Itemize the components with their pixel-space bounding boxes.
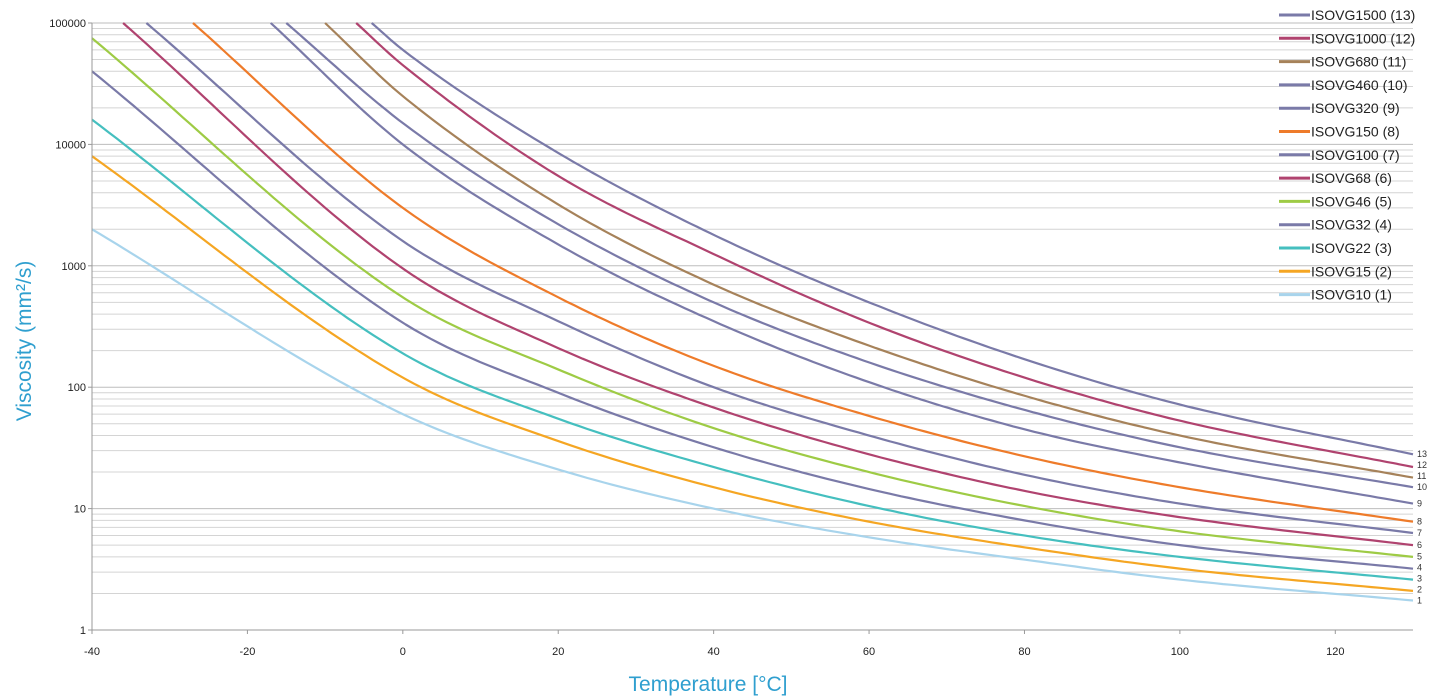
- x-tick-label: 20: [552, 646, 564, 658]
- series-line: [285, 22, 1414, 489]
- legend: ISOVG1500 (13) ISOVG1000 (12) ISOVG680 (11…: [1279, 7, 1415, 303]
- series-line: [355, 22, 1414, 469]
- series-end-label: 8: [1417, 517, 1422, 527]
- x-tick-label: 0: [400, 646, 406, 658]
- legend-entry: ISOVG68 (6): [1311, 170, 1392, 186]
- series-line: [91, 37, 1414, 558]
- series-line: [91, 118, 1414, 581]
- series-end-label: 4: [1417, 562, 1422, 572]
- x-tick-label: -20: [239, 646, 255, 658]
- y-tick-label: 10: [74, 504, 86, 516]
- legend-entry: ISOVG1000 (12): [1311, 30, 1415, 46]
- legend-entry: ISOVG150 (8): [1311, 124, 1400, 140]
- series-end-label: 2: [1417, 584, 1422, 594]
- legend-entry: ISOVG32 (4): [1311, 217, 1392, 233]
- x-axis-title: Temperature [°C]: [629, 673, 788, 696]
- series-line: [91, 228, 1414, 602]
- legend-entry: ISOVG680 (11): [1311, 54, 1406, 70]
- series-line: [269, 22, 1414, 505]
- series-end-label: 11: [1417, 471, 1426, 481]
- y-tick-label: 10000: [55, 139, 86, 151]
- y-tick-label: 1: [80, 625, 86, 637]
- y-tick-label: 100: [68, 382, 86, 394]
- series-line: [91, 70, 1414, 570]
- series-end-label: 5: [1417, 551, 1422, 561]
- series-end-label: 3: [1417, 573, 1422, 583]
- legend-entry: ISOVG460 (10): [1311, 77, 1408, 93]
- x-tick-label: 100: [1171, 646, 1189, 658]
- x-tick-label: 60: [863, 646, 875, 658]
- series-line: [370, 22, 1414, 456]
- y-tick-label: 1000: [62, 261, 86, 273]
- series-end-label: 13: [1417, 449, 1427, 459]
- series-end-label: 1: [1417, 595, 1422, 605]
- x-tick-label: 40: [708, 646, 720, 658]
- series-end-label: 7: [1417, 528, 1422, 538]
- series-line: [91, 155, 1414, 592]
- x-tick-label: 80: [1018, 646, 1030, 658]
- y-tick-label: 100000: [49, 18, 86, 30]
- series-line: [145, 22, 1414, 535]
- axes: [91, 23, 1413, 631]
- legend-entry: ISOVG100 (7): [1311, 147, 1400, 163]
- horizontal-gridlines: [92, 22, 1413, 594]
- legend-entry: ISOVG10 (1): [1311, 287, 1392, 303]
- series-end-label: 12: [1417, 460, 1427, 470]
- legend-entry: ISOVG46 (5): [1311, 193, 1392, 209]
- x-tick-label: 120: [1326, 646, 1344, 658]
- legend-entry: ISOVG320 (9): [1311, 100, 1400, 116]
- series-end-label: 9: [1417, 499, 1422, 509]
- series-end-label: 6: [1417, 540, 1422, 550]
- series-line: [122, 22, 1414, 547]
- series-end-label: 10: [1417, 482, 1427, 492]
- legend-entry: ISOVG1500 (13): [1311, 7, 1415, 23]
- y-tick-labels: 1 10 100 1000 10000 100000: [49, 18, 92, 637]
- series-lines: [91, 22, 1414, 602]
- series-line: [324, 22, 1414, 479]
- legend-entry: ISOVG22 (3): [1311, 240, 1392, 256]
- x-tick-label: -40: [84, 646, 100, 658]
- y-axis-title: Viscosity (mm²/s): [13, 261, 36, 422]
- legend-entry: ISOVG15 (2): [1311, 263, 1392, 279]
- x-tick-labels: -40 -20 0 20 40 60 80 100 120: [84, 630, 1344, 658]
- series-line: [192, 22, 1414, 523]
